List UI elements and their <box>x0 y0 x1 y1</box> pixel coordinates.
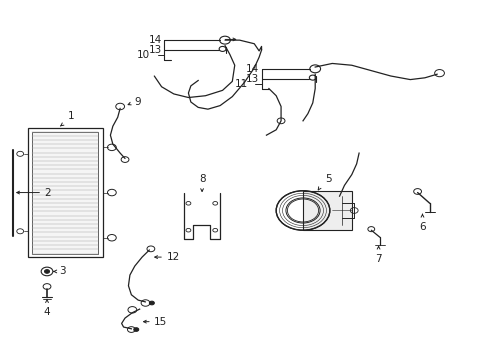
Circle shape <box>149 301 154 305</box>
Text: 13: 13 <box>245 74 259 84</box>
Bar <box>32 132 98 253</box>
Circle shape <box>134 328 139 331</box>
Text: 13: 13 <box>148 45 161 55</box>
Text: 8: 8 <box>198 174 205 184</box>
Text: 11: 11 <box>234 78 247 89</box>
Text: 7: 7 <box>374 254 381 264</box>
Text: 2: 2 <box>44 188 51 198</box>
Text: 15: 15 <box>154 317 167 327</box>
Text: 12: 12 <box>166 252 180 262</box>
Text: 10: 10 <box>137 50 150 60</box>
Bar <box>303 191 351 230</box>
Text: 14: 14 <box>148 35 161 45</box>
Text: 3: 3 <box>59 266 66 276</box>
Circle shape <box>44 270 49 273</box>
Text: 6: 6 <box>418 222 425 232</box>
Text: 5: 5 <box>325 174 331 184</box>
Text: 4: 4 <box>43 307 50 317</box>
Text: 14: 14 <box>245 64 259 74</box>
Text: 1: 1 <box>67 111 74 121</box>
Text: 9: 9 <box>135 97 141 107</box>
Bar <box>27 128 103 257</box>
